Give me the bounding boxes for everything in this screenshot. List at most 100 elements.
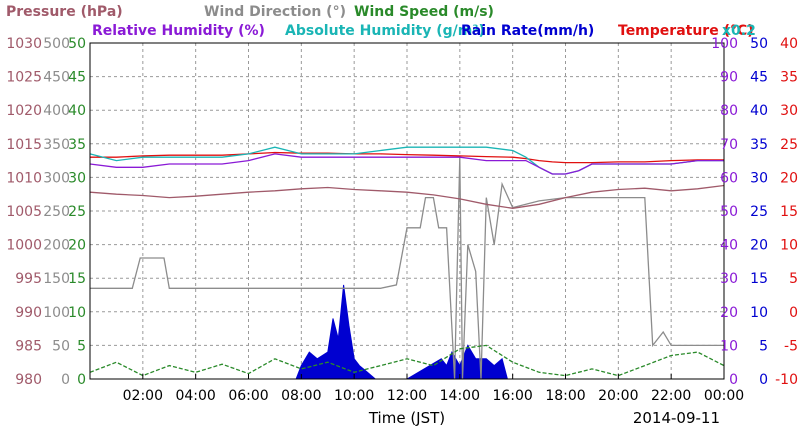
y-tick-label: 1025 <box>6 70 42 86</box>
y-tick-label: 15 <box>780 204 798 220</box>
y-tick-label: 0 <box>759 372 768 388</box>
y-tick-label: 0 <box>77 372 86 388</box>
x-tick-label: 18:00 <box>545 388 585 404</box>
y-tick-label: 200 <box>43 238 70 254</box>
y-tick-label: 15 <box>750 271 768 287</box>
y-tick-label: 985 <box>15 338 42 354</box>
y-tick-label: 20 <box>750 238 768 254</box>
y-tick-label: 45 <box>68 70 86 86</box>
y-tick-label: 30 <box>750 170 768 186</box>
x-tick-label: 06:00 <box>228 388 268 404</box>
y-tick-label: 35 <box>68 137 86 153</box>
y-tick-label: 350 <box>43 137 70 153</box>
left-axes: 1030102510201015101010051000995990985980… <box>6 36 86 388</box>
x-tick-label: 14:00 <box>440 388 480 404</box>
y-tick-label: 450 <box>43 70 70 86</box>
y-tick-label: 45 <box>750 70 768 86</box>
y-tick-label: 30 <box>68 170 86 186</box>
y-tick-label: 50 <box>750 36 768 52</box>
y-tick-label: 1030 <box>6 36 42 52</box>
y-tick-label: 20 <box>780 170 798 186</box>
series-wind-speed-m-s <box>89 344 725 377</box>
y-tick-label: 300 <box>43 170 70 186</box>
y-tick-label: 10 <box>780 238 798 254</box>
y-tick-label: 1000 <box>6 238 42 254</box>
y-tick-label: 30 <box>720 271 738 287</box>
y-tick-label: -10 <box>775 372 798 388</box>
y-tick-label: -5 <box>784 338 798 354</box>
y-tick-label: 50 <box>720 204 738 220</box>
y-tick-label: 990 <box>15 305 42 321</box>
y-tick-label: 25 <box>780 137 798 153</box>
y-tick-label: 5 <box>77 338 86 354</box>
y-tick-label: 10 <box>720 338 738 354</box>
y-tick-label: 500 <box>43 36 70 52</box>
y-tick-label: 50 <box>68 36 86 52</box>
y-tick-label: 15 <box>68 271 86 287</box>
series-pressure-hpa <box>89 184 725 209</box>
legend-entry: Temperature (°C) <box>618 23 754 39</box>
y-tick-label: 90 <box>720 70 738 86</box>
y-tick-label: 1005 <box>6 204 42 220</box>
y-tick-label: 25 <box>68 204 86 220</box>
y-tick-label: 60 <box>720 170 738 186</box>
legend-entry: Rain Rate(mm/h) <box>461 23 594 39</box>
x-tick-label: 12:00 <box>387 388 427 404</box>
x-tick-label: 20:00 <box>598 388 638 404</box>
x-tick-label: 16:00 <box>492 388 532 404</box>
grid <box>90 43 724 379</box>
x-tick-label: 04:00 <box>175 388 215 404</box>
date-label: 2014-09-11 <box>633 409 720 427</box>
legend-entry: Relative Humidity (%) <box>92 23 265 39</box>
y-tick-label: 0 <box>729 372 738 388</box>
y-tick-label: 0 <box>61 372 70 388</box>
y-tick-label: 5 <box>789 271 798 287</box>
y-tick-label: 150 <box>43 271 70 287</box>
y-tick-label: 5 <box>759 338 768 354</box>
y-tick-label: 980 <box>15 372 42 388</box>
x-tick-label: 00:00 <box>704 388 744 404</box>
y-tick-label: 100 <box>43 305 70 321</box>
y-tick-label: 995 <box>15 271 42 287</box>
y-tick-label: 10 <box>68 305 86 321</box>
x-tick-label: 02:00 <box>123 388 163 404</box>
series-temperature-c <box>90 151 724 164</box>
legend-entry: Pressure (hPa) <box>6 4 123 20</box>
y-tick-label: 40 <box>68 103 86 119</box>
y-tick-label: 35 <box>780 70 798 86</box>
right-axes: 1009080706050403020100504540353025201510… <box>711 36 798 388</box>
legend-entry: Wind Direction (°) <box>204 4 346 20</box>
y-tick-label: 10 <box>750 305 768 321</box>
y-tick-label: 40 <box>780 36 798 52</box>
y-tick-label: 250 <box>43 204 70 220</box>
x-tick-label: 22:00 <box>651 388 691 404</box>
y-tick-label: 1015 <box>6 137 42 153</box>
legend-entry: Absolute Humidity (g/m³) <box>285 23 485 39</box>
y-tick-label: 20 <box>68 238 86 254</box>
y-tick-label: 100 <box>711 36 738 52</box>
x-axis-label: Time (JST) <box>368 409 445 427</box>
y-tick-label: 50 <box>52 338 70 354</box>
y-tick-label: 0 <box>789 305 798 321</box>
y-tick-label: 400 <box>43 103 70 119</box>
x-tick-label: 08:00 <box>281 388 321 404</box>
legend-entry: Wind Speed (m/s) <box>354 4 494 20</box>
series-relative-humidity <box>89 153 724 175</box>
x-axis: 02:00 04:00 06:00 08:00 10:00 12:00 14:00 16:00… <box>123 374 744 404</box>
y-tick-label: 80 <box>720 103 738 119</box>
y-tick-label: 1010 <box>6 170 42 186</box>
y-tick-label: 30 <box>780 103 798 119</box>
y-tick-label: 40 <box>750 103 768 119</box>
legend: Pressure (hPa) Wind Direction (°) Wind Spe… <box>6 4 756 39</box>
y-tick-label: 70 <box>720 137 738 153</box>
y-tick-label: 20 <box>720 305 738 321</box>
y-tick-label: 1020 <box>6 103 42 119</box>
y-tick-label: 35 <box>750 137 768 153</box>
series-wind-direction <box>90 157 724 380</box>
legend-entry: x0.2 <box>722 23 756 39</box>
y-tick-label: 25 <box>750 204 768 220</box>
x-tick-label: 10:00 <box>334 388 374 404</box>
y-tick-label: 40 <box>720 238 738 254</box>
